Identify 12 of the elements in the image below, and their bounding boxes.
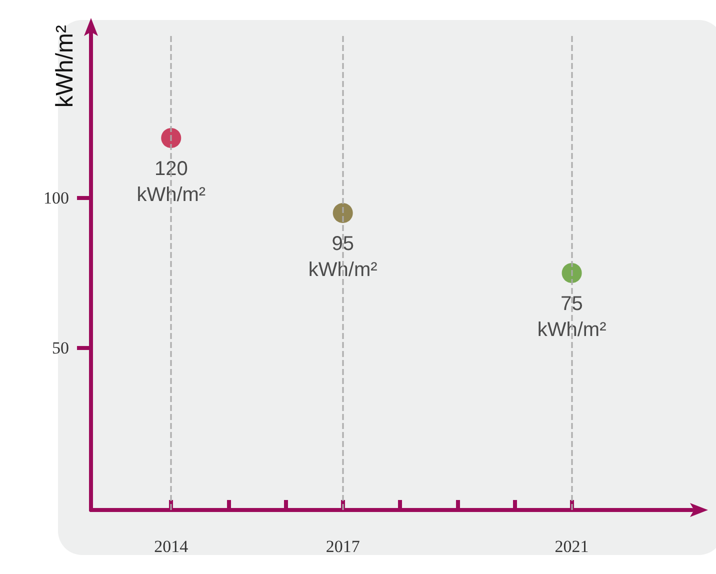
x-tick-label: 2014 [154, 537, 189, 556]
data-label: 120 kWh/m² [136, 158, 206, 206]
data-label: 75 kWh/m² [537, 293, 607, 341]
y-axis-title: kWh/m² [52, 24, 78, 108]
point [332, 203, 353, 223]
y-tick-label: 50 [52, 338, 69, 358]
data-label: 95 kWh/m² [308, 233, 378, 281]
x-tick-label: 2021 [554, 537, 589, 556]
y-tick-label: 100 [44, 188, 69, 208]
point [161, 128, 182, 148]
point [562, 263, 582, 283]
x-tick-label: 2017 [326, 537, 360, 556]
